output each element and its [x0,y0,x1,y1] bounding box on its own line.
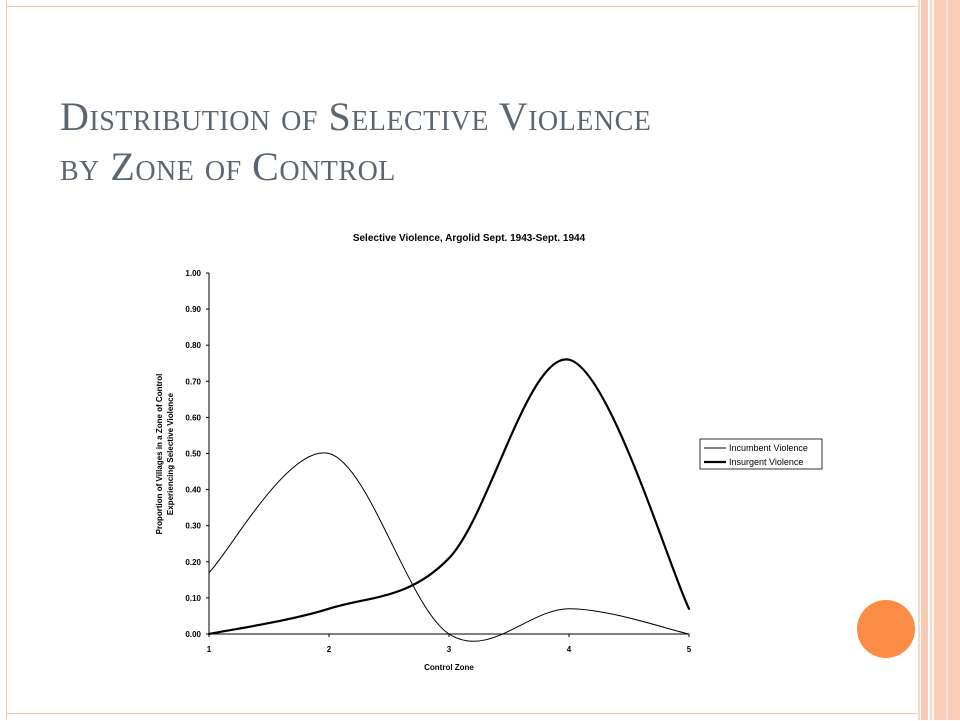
y-tick-label: 0.10 [185,594,201,603]
series-line-insurgent [207,358,691,636]
slide-frame-top [6,0,918,7]
slide-title-line-2: by Zone of Control [60,144,396,189]
x-tick-label: 2 [327,645,332,654]
y-tick-label: 0.40 [185,486,201,495]
decorative-stripe [921,0,928,720]
decorative-stripe [918,0,920,720]
y-tick-label: 0.00 [185,630,201,639]
series-layer [207,358,691,642]
decorative-stripe [930,0,932,720]
x-tick-label: 5 [687,645,692,654]
accent-circle [857,600,915,658]
x-tick-label: 3 [447,645,452,654]
y-tick-label: 0.30 [185,522,201,531]
slide-frame-bottom [6,713,918,721]
y-axis-label-line-1: Proportion of Villages in a Zone of Cont… [155,374,164,535]
y-tick-label: 0.80 [185,341,201,350]
slide-frame-left [0,0,7,720]
y-tick-label: 0.20 [185,558,201,567]
y-tick-label: 0.50 [185,450,201,459]
slide-title-line-1: Distribution of Selective Violence [60,94,652,139]
y-axis: 0.00 0.10 0.20 0.30 0.40 0.50 0.60 0.70 0.80 0.90… [185,269,210,639]
chart-title: Selective Violence, Argolid Sept. 1943-S… [353,233,586,244]
y-axis-label-line-2: Experiencing Selective Violence [166,392,175,515]
x-tick-label: 4 [567,645,572,654]
y-tick-label: 0.70 [185,377,201,386]
legend-label-insurgent: Insurgent Violence [729,457,803,467]
legend-box [699,438,823,470]
x-axis-label: Control Zone [424,663,474,672]
legend-label-incumbent: Incumbent Violence [729,443,808,453]
x-axis: 1 2 3 4 5 [207,633,692,654]
decorative-stripe [946,0,948,720]
series-line-incumbent [208,452,690,642]
y-tick-label: 1.00 [185,269,201,278]
y-tick-label: 0.60 [185,413,201,422]
y-tick-label: 0.90 [185,305,201,314]
slide-title: Distribution of Selective Violence by Zo… [60,92,860,192]
y-axis-label: Proportion of Villages in a Zone of Cont… [155,374,175,535]
legend: Incumbent Violence Insurgent Violence [699,438,823,470]
x-tick-label: 1 [207,645,212,654]
